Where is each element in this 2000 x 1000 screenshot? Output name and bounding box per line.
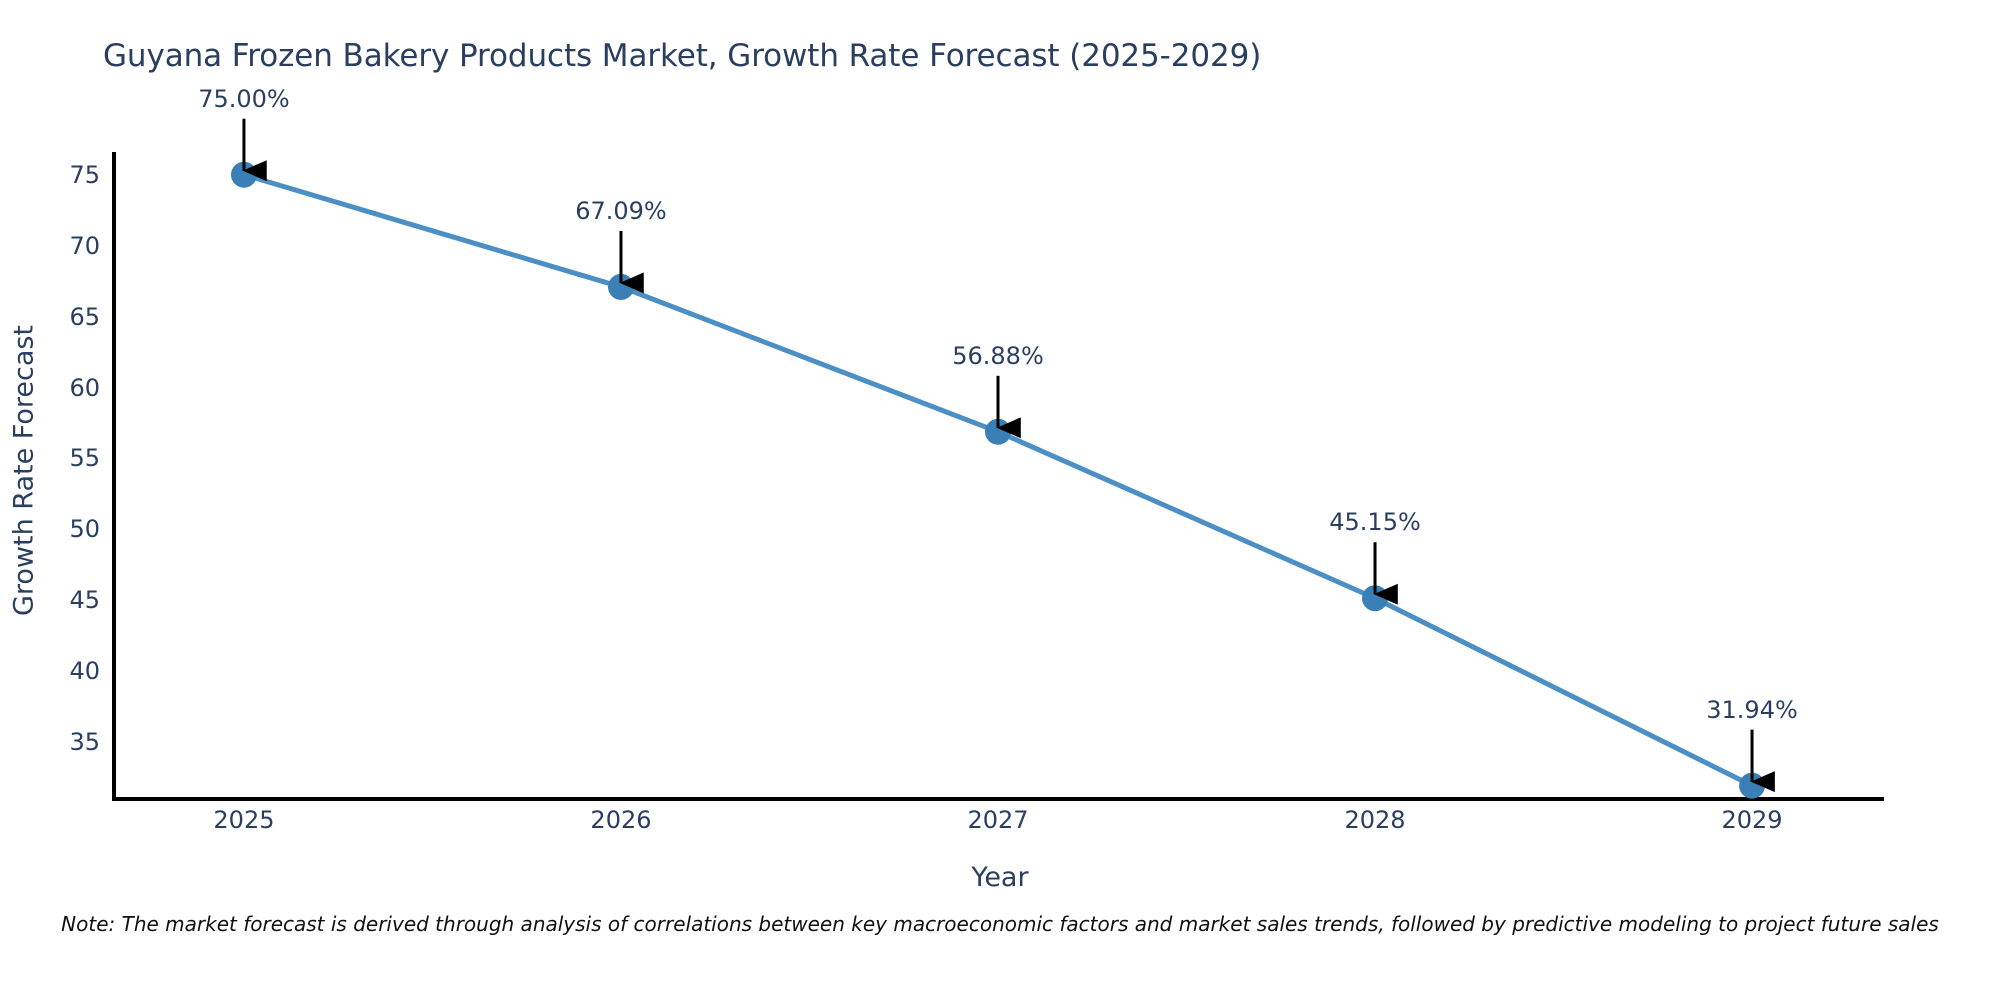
- series-polyline: [241, 172, 1755, 789]
- data-point-marker[interactable]: [230, 161, 257, 188]
- chart-title: Guyana Frozen Bakery Products Market, Gr…: [103, 38, 1262, 74]
- data-point-marker[interactable]: [1362, 585, 1389, 612]
- data-point-label: 75.00%: [198, 84, 290, 113]
- chart-footnote: Note: The market forecast is derived thr…: [61, 912, 1939, 936]
- y-tick-label: 35: [69, 728, 100, 757]
- data-point-label: 67.09%: [575, 196, 667, 225]
- data-point-marker[interactable]: [1739, 772, 1766, 799]
- y-tick-label: 70: [69, 231, 100, 260]
- x-tick-label: 2025: [213, 806, 275, 834]
- x-tick-label: 2028: [1344, 806, 1406, 834]
- x-tick-label: 2029: [1721, 806, 1783, 834]
- y-axis-title: Growth Rate Forecast: [8, 324, 40, 617]
- x-tick-label: 2027: [967, 806, 1029, 834]
- data-point-label: 31.94%: [1706, 695, 1798, 724]
- y-tick-label: 60: [69, 373, 100, 402]
- y-tick-label: 55: [69, 444, 100, 473]
- x-axis-spine: [112, 797, 1884, 801]
- data-point-marker[interactable]: [985, 418, 1011, 445]
- y-tick-label: 75: [69, 160, 100, 189]
- annotation-arrows: [242, 118, 1775, 793]
- data-point-label: 45.15%: [1329, 508, 1421, 537]
- x-axis-title: Year: [971, 862, 1029, 893]
- x-tick-label: 2026: [590, 806, 652, 834]
- data-point-label: 56.88%: [952, 341, 1044, 370]
- y-tick-label: 65: [69, 302, 100, 331]
- y-axis-spine: [112, 152, 116, 800]
- y-tick-label: 40: [69, 657, 100, 686]
- y-tick-label: 45: [69, 586, 100, 615]
- data-point-marker[interactable]: [607, 273, 634, 300]
- series-markers: [230, 161, 1766, 799]
- y-tick-label: 50: [69, 515, 100, 544]
